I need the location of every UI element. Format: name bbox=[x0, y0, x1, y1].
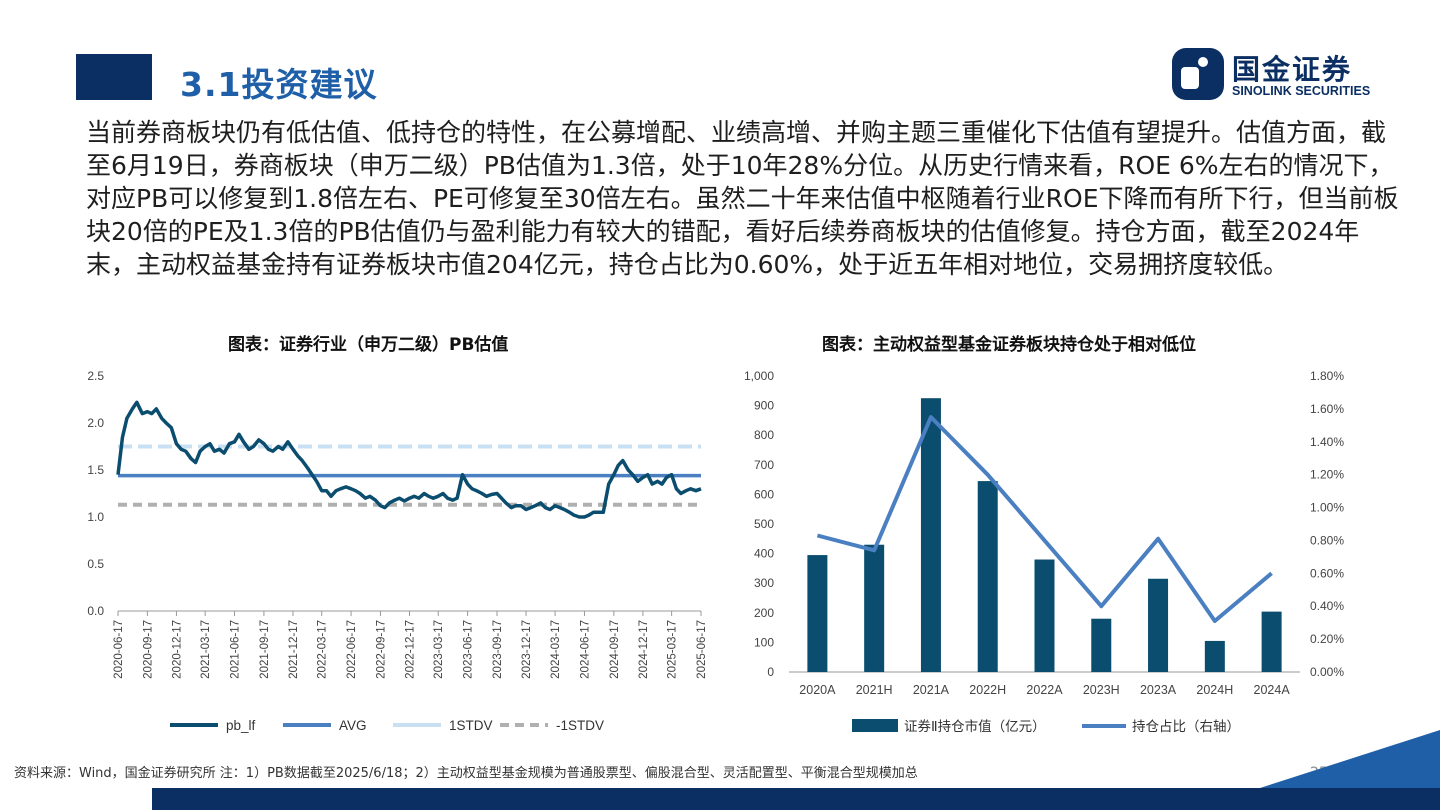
right-y-tick-label: 1.60% bbox=[1310, 402, 1344, 416]
x-category-label: 2021A bbox=[913, 683, 950, 697]
x-category-label: 2022A bbox=[1026, 683, 1063, 697]
fund-holding-chart: 0 100 200 300 400 500 600 700 800 900 1,000 0.00% 0.… bbox=[744, 369, 1344, 734]
y-tick-label: 0.0 bbox=[87, 604, 104, 618]
x-tick-label: 2023-09-17 bbox=[492, 620, 504, 679]
logo-icon bbox=[1172, 48, 1224, 100]
right-y-tick-label: 0.80% bbox=[1310, 533, 1344, 547]
x-tick-label: 2024-03-17 bbox=[550, 620, 562, 679]
left-y-tick-label: 500 bbox=[754, 517, 774, 531]
left-y-tick-label: 800 bbox=[754, 428, 774, 442]
x-category-label: 2024A bbox=[1254, 683, 1291, 697]
left-y-tick-label: 1,000 bbox=[744, 369, 774, 383]
left-y-tick-label: 600 bbox=[754, 487, 774, 501]
x-category-label: 2023H bbox=[1083, 683, 1120, 697]
title-accent-block bbox=[76, 54, 152, 100]
pb-lf-line bbox=[116, 400, 702, 519]
x-category-label: 2020A bbox=[799, 683, 836, 697]
holding-bar bbox=[1204, 640, 1225, 672]
x-tick-label: 2024-12-17 bbox=[638, 620, 650, 679]
right-y-tick-label: 1.00% bbox=[1310, 501, 1344, 515]
right-y-tick-label: 0.60% bbox=[1310, 566, 1344, 580]
page-title: 3.1投资建议 bbox=[180, 65, 378, 104]
x-tick-label: 2022-09-17 bbox=[375, 620, 387, 679]
holding-bar bbox=[1148, 578, 1169, 672]
right-y-tick-label: 1.40% bbox=[1310, 435, 1344, 449]
left-y-tick-label: 300 bbox=[754, 576, 774, 590]
holding-bar bbox=[864, 544, 885, 672]
x-tick-label: 2021-03-17 bbox=[200, 620, 212, 679]
x-tick-label: 2023-06-17 bbox=[463, 620, 475, 679]
x-tick-label: 2025-06-17 bbox=[696, 620, 708, 679]
legend-bar-label: 证券Ⅱ持仓市值（亿元） bbox=[904, 718, 1046, 734]
x-tick-label: 2022-06-17 bbox=[346, 620, 358, 679]
logo-name-cn: 国金证券 bbox=[1232, 53, 1353, 86]
legend-minus-1stdv: -1STDV bbox=[556, 718, 604, 733]
holding-bar bbox=[1091, 618, 1112, 672]
pb-valuation-chart: 0.0 0.5 1.0 1.5 2.0 2.5 2020-06-17 2020-09-17 20… bbox=[87, 369, 708, 733]
logo-name-en: SINOLINK SECURITIES bbox=[1232, 84, 1371, 98]
x-tick-label: 2023-12-17 bbox=[521, 620, 533, 679]
x-category-label: 2022H bbox=[969, 683, 1006, 697]
right-y-tick-label: 0.20% bbox=[1310, 632, 1344, 646]
legend-line-label: 持仓占比（右轴） bbox=[1132, 719, 1240, 734]
y-tick-label: 0.5 bbox=[87, 557, 104, 571]
y-tick-label: 2.0 bbox=[87, 416, 104, 430]
legend-avg: AVG bbox=[339, 718, 367, 733]
holding-bar bbox=[807, 555, 828, 672]
x-tick-label: 2022-03-17 bbox=[317, 620, 329, 679]
x-category-label: 2023A bbox=[1140, 683, 1177, 697]
x-tick-label: 2021-09-17 bbox=[259, 620, 271, 679]
left-y-tick-label: 400 bbox=[754, 547, 774, 561]
holding-chart-title: 图表：主动权益型基金证券板块持仓处于相对低位 bbox=[822, 335, 1196, 355]
holding-bar bbox=[977, 481, 998, 672]
left-y-tick-label: 900 bbox=[754, 399, 774, 413]
y-tick-label: 2.5 bbox=[87, 369, 104, 383]
x-tick-label: 2025-03-17 bbox=[667, 620, 679, 679]
left-y-tick-label: 0 bbox=[767, 665, 774, 679]
x-tick-label: 2021-06-17 bbox=[230, 620, 242, 679]
investment-summary-text: 当前券商板块仍有低估值、低持仓的特性，在公募增配、业绩高增、并购主题三重催化下估… bbox=[86, 118, 1399, 279]
legend-pb-lf: pb_lf bbox=[226, 718, 256, 733]
x-tick-label: 2020-06-17 bbox=[113, 620, 125, 679]
x-category-label: 2024H bbox=[1196, 683, 1233, 697]
left-y-tick-label: 200 bbox=[754, 606, 774, 620]
holding-bar bbox=[920, 398, 941, 672]
pb-chart-title: 图表：证券行业（申万二级）PB估值 bbox=[228, 335, 509, 355]
legend-1stdv: 1STDV bbox=[449, 718, 493, 733]
right-y-tick-label: 0.00% bbox=[1310, 665, 1344, 679]
corner-decoration bbox=[1260, 730, 1440, 788]
x-tick-label: 2020-09-17 bbox=[142, 620, 154, 679]
right-y-tick-label: 1.80% bbox=[1310, 369, 1344, 383]
holding-bar bbox=[1034, 559, 1055, 672]
x-tick-label: 2021-12-17 bbox=[288, 620, 300, 679]
x-tick-label: 2024-06-17 bbox=[579, 620, 591, 679]
right-y-tick-label: 0.40% bbox=[1310, 599, 1344, 613]
company-logo: 国金证券 SINOLINK SECURITIES bbox=[1168, 46, 1408, 102]
right-y-tick-label: 1.20% bbox=[1310, 468, 1344, 482]
legend-bar-swatch bbox=[852, 719, 898, 732]
holding-bar bbox=[1261, 611, 1282, 672]
source-note: 资料来源：Wind，国金证券研究所 注：1）PB数据截至2025/6/18；2）… bbox=[14, 766, 918, 781]
left-y-tick-label: 100 bbox=[754, 635, 774, 649]
x-tick-label: 2024-09-17 bbox=[609, 620, 621, 679]
y-tick-label: 1.0 bbox=[87, 510, 104, 524]
x-tick-label: 2022-12-17 bbox=[405, 620, 417, 679]
x-tick-label: 2023-03-17 bbox=[433, 620, 445, 679]
left-y-tick-label: 700 bbox=[754, 458, 774, 472]
footer-bar bbox=[152, 788, 1440, 810]
y-tick-label: 1.5 bbox=[87, 463, 104, 477]
x-tick-label: 2020-12-17 bbox=[171, 620, 183, 679]
x-category-label: 2021H bbox=[856, 683, 893, 697]
holding-share-line bbox=[816, 415, 1273, 623]
